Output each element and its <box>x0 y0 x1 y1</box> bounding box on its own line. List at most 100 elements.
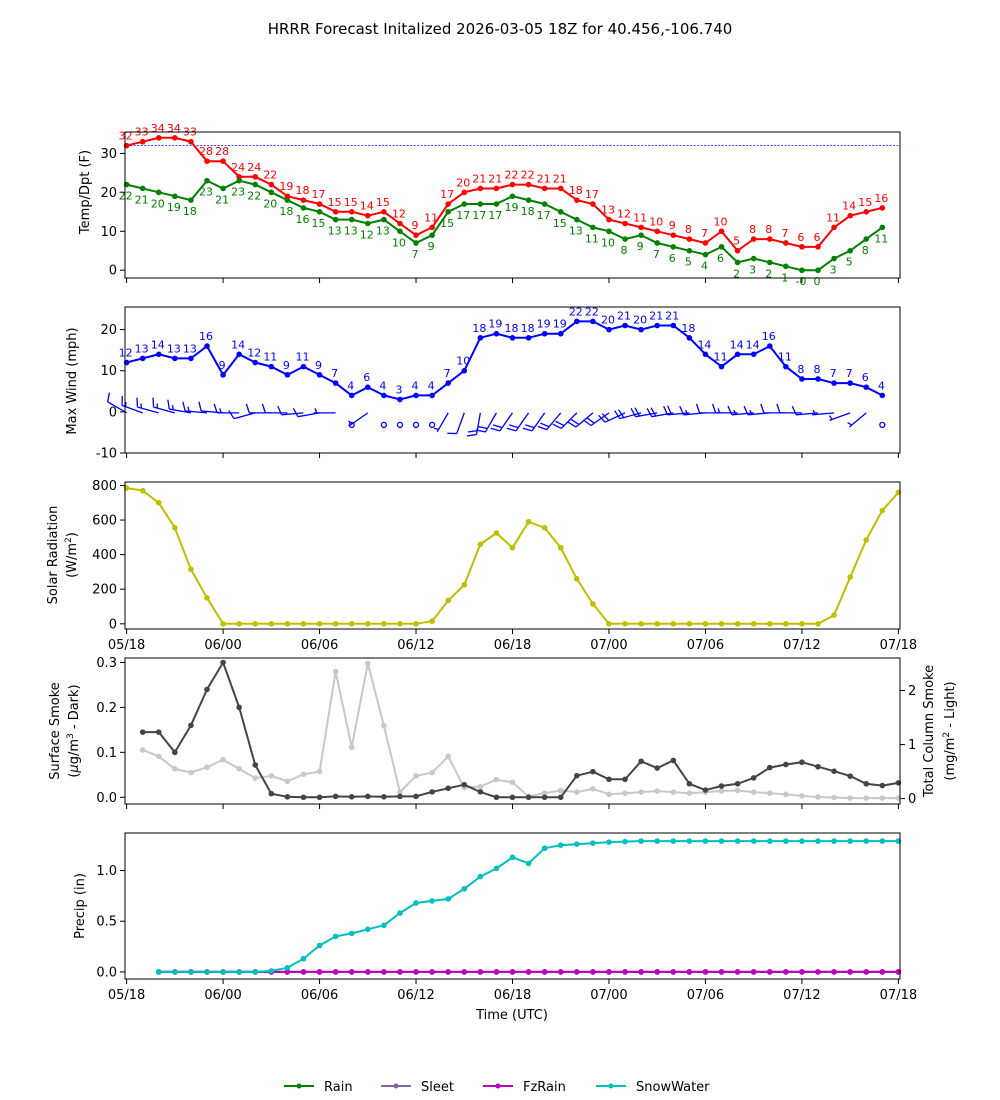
temp-point-temp <box>702 240 709 246</box>
temp-point-temp <box>815 244 821 250</box>
temp-data-label-dewpoint: 5 <box>846 256 853 269</box>
smoke-point-surface-smoke <box>574 772 580 779</box>
smoke-point-total-column-smoke <box>863 795 870 801</box>
precip-point-fzrain <box>525 969 532 975</box>
wind-barb <box>537 412 562 431</box>
temp-point-temp <box>541 185 548 192</box>
wind-point-max-wind <box>204 343 210 349</box>
temp-point-dewpoint <box>525 197 532 203</box>
temp-data-label-temp: 16 <box>874 192 888 205</box>
wind-barb-feather <box>467 429 478 433</box>
temp-point-dewpoint <box>461 201 468 207</box>
solar-xtick-label: 06/12 <box>397 638 434 653</box>
smoke-point-surface-smoke <box>268 790 275 797</box>
temp-data-label-dewpoint: 7 <box>412 248 419 261</box>
temp-point-dewpoint <box>204 177 210 184</box>
temp-point-temp <box>284 193 291 200</box>
precip-point-fzrain <box>316 969 323 975</box>
smoke-point-surface-smoke <box>541 794 548 801</box>
wind-barb-feather <box>743 405 749 416</box>
temp-data-label-temp: 22 <box>505 169 519 182</box>
temp-data-label-dewpoint: -0 <box>795 275 806 288</box>
solar-ylabel-line2: (W/m2) <box>64 532 80 578</box>
precip-point-snowwater <box>252 969 259 975</box>
temp-point-dewpoint <box>557 209 564 215</box>
temp-data-label-temp: 28 <box>215 145 229 158</box>
solar-point-solar-radiation <box>654 621 661 627</box>
wind-barb <box>490 412 514 432</box>
temp-point-temp <box>590 201 596 207</box>
legend-marker-sleet <box>393 1083 399 1089</box>
temp-data-label-temp: 9 <box>412 219 419 232</box>
smoke-point-surface-smoke <box>670 757 677 764</box>
wind-data-label-max-wind: 12 <box>119 347 133 360</box>
legend-label-snowwater: SnowWater <box>636 1080 710 1095</box>
wind-barb-feather <box>570 418 580 425</box>
smoke-point-total-column-smoke <box>429 769 435 776</box>
wind-barb-feather <box>537 425 547 431</box>
temp-data-label-temp: 21 <box>553 172 567 185</box>
wind-barb <box>228 410 256 420</box>
solar-ytick-label: 0 <box>109 617 117 632</box>
wind-barb <box>467 412 481 437</box>
wind-barb <box>582 412 610 427</box>
precip-xtick-label: 07/06 <box>687 988 724 1003</box>
precip-point-snowwater <box>638 838 644 844</box>
wind-barb-shaft <box>107 401 127 414</box>
wind-ytick-label: 0 <box>109 405 117 420</box>
solar-point-solar-radiation <box>799 621 805 627</box>
precip-point-snowwater <box>477 873 484 880</box>
temp-data-label-dewpoint: 22 <box>247 190 261 203</box>
precip-point-snowwater <box>686 838 693 844</box>
precip-point-snowwater <box>413 900 419 906</box>
temp-data-label-dewpoint: 13 <box>376 225 390 238</box>
temp-data-label-dewpoint: 18 <box>521 205 535 218</box>
temp-point-temp <box>252 173 259 180</box>
precip-point-snowwater <box>541 845 548 852</box>
smoke-point-surface-smoke <box>445 785 451 792</box>
temp-point-dewpoint <box>574 216 580 223</box>
wind-barb-feather <box>198 401 202 412</box>
wind-barb-feather <box>791 405 797 416</box>
temp-data-label-dewpoint: 19 <box>167 201 181 214</box>
solar-ytick-label: 400 <box>92 548 117 563</box>
smoke-point-total-column-smoke <box>783 791 789 798</box>
solar-point-solar-radiation <box>397 621 403 627</box>
wind-data-label-max-wind: 14 <box>697 338 711 351</box>
temp-data-label-temp: 6 <box>797 231 804 244</box>
wind-data-label-max-wind: 14 <box>730 338 744 351</box>
temp-data-label-temp: 12 <box>392 207 406 220</box>
temp-point-dewpoint <box>252 181 259 188</box>
temp-point-dewpoint <box>477 201 484 207</box>
wind-barb-half-feather <box>314 408 318 414</box>
wind-data-label-max-wind: 12 <box>247 347 261 360</box>
smoke-point-total-column-smoke <box>574 789 580 795</box>
temp-point-temp <box>670 232 677 238</box>
solar-xtick-label: 06/06 <box>301 638 338 653</box>
smoke-point-surface-smoke <box>316 794 323 801</box>
temp-ylabel: Temp/Dpt (F) <box>78 150 93 235</box>
wind-barb-half-feather <box>433 427 439 430</box>
wind-point-max-wind <box>766 343 773 349</box>
wind-point-max-wind <box>364 384 371 390</box>
temp-point-temp <box>268 181 275 188</box>
temp-point-temp <box>606 216 612 223</box>
precip-xtick-label: 07/00 <box>590 988 627 1003</box>
temp-point-dewpoint <box>381 216 387 223</box>
smoke-point-surface-smoke <box>461 781 468 788</box>
precip-point-fzrain <box>863 969 870 975</box>
temp-data-label-dewpoint: 3 <box>749 264 756 277</box>
wind-data-label-max-wind: 7 <box>830 367 837 380</box>
smoke-point-surface-smoke <box>815 763 821 770</box>
smoke-frame <box>124 657 901 805</box>
temp-point-dewpoint <box>397 228 403 235</box>
temp-point-temp <box>734 247 741 254</box>
smoke-point-total-column-smoke <box>766 790 773 796</box>
temp-point-dewpoint <box>316 209 323 215</box>
wind-barb-feather <box>663 405 669 416</box>
solar-point-solar-radiation <box>525 518 532 525</box>
temp-data-label-dewpoint: 15 <box>312 217 326 230</box>
smoke-point-surface-smoke <box>348 794 355 800</box>
temp-data-label-temp: 19 <box>279 180 293 193</box>
wind-barb-shaft <box>281 412 304 416</box>
